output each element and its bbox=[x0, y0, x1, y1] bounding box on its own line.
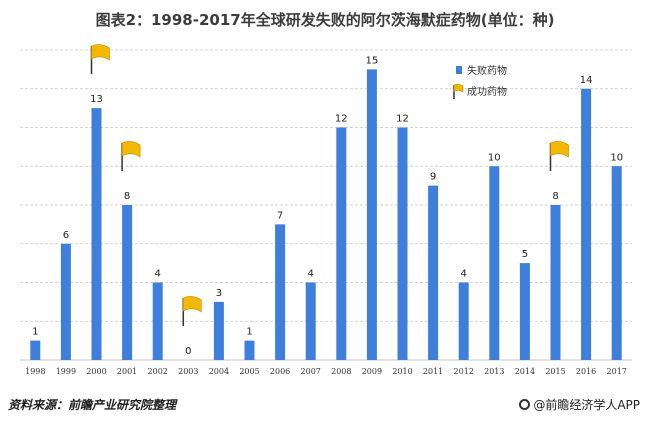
data-label: 4 bbox=[155, 269, 161, 280]
data-label: 3 bbox=[216, 288, 222, 299]
bar bbox=[397, 127, 408, 360]
x-tick-label: 2008 bbox=[331, 367, 351, 376]
flag-icon bbox=[453, 83, 464, 99]
flag-icon bbox=[121, 141, 141, 171]
data-label: 5 bbox=[522, 249, 528, 260]
data-label: 8 bbox=[124, 191, 130, 202]
data-label: 1 bbox=[246, 327, 252, 338]
bar bbox=[152, 282, 163, 360]
x-tick-label: 2004 bbox=[209, 367, 229, 376]
bar bbox=[428, 185, 439, 360]
legend-label-success: 成功药物 bbox=[467, 85, 507, 98]
legend-swatch-failed bbox=[456, 66, 462, 74]
bar bbox=[458, 282, 469, 360]
flag-icon bbox=[182, 296, 202, 326]
x-tick-label: 2013 bbox=[484, 367, 504, 376]
data-label: 10 bbox=[488, 152, 501, 163]
bar bbox=[244, 340, 255, 360]
x-tick-label: 2011 bbox=[423, 367, 443, 376]
bar bbox=[30, 340, 41, 360]
bar bbox=[91, 108, 102, 360]
bar bbox=[336, 127, 347, 360]
brand-logo-icon bbox=[519, 399, 531, 410]
x-tick-label: 2001 bbox=[117, 367, 137, 376]
bar bbox=[213, 301, 224, 360]
data-label: 12 bbox=[335, 114, 348, 125]
data-label: 14 bbox=[580, 75, 593, 86]
success-flags bbox=[90, 44, 569, 326]
x-tick-label: 2012 bbox=[454, 367, 474, 376]
x-tick-label: 2003 bbox=[178, 367, 198, 376]
x-tick-labels: 1998 1999 2000 2001 2002 2003 2004 2005 2006 2007… bbox=[25, 367, 627, 376]
brand-credit: @前瞻经济学人APP bbox=[519, 396, 640, 413]
x-tick-label: 2000 bbox=[86, 367, 106, 376]
legend: 失败药物 成功药物 bbox=[453, 64, 507, 99]
x-tick-label: 1998 bbox=[25, 367, 45, 376]
data-label: 4 bbox=[308, 269, 314, 280]
chart-title: 图表2：1998-2017年全球研发失败的阿尔茨海默症药物(单位：种) bbox=[95, 11, 555, 29]
bar bbox=[275, 224, 286, 360]
data-label: 15 bbox=[366, 55, 379, 66]
legend-flag-icon bbox=[453, 83, 464, 99]
data-label: 6 bbox=[63, 230, 69, 241]
bars bbox=[30, 69, 622, 360]
data-label: 13 bbox=[90, 94, 103, 105]
bar bbox=[611, 166, 622, 360]
data-labels: 1 6 13 8 4 0 3 1 7 4 12 15 12 9 4 10 5 8 14 10 bbox=[32, 55, 623, 357]
bar bbox=[519, 263, 530, 360]
bar bbox=[366, 69, 377, 360]
x-tick-label: 2002 bbox=[148, 367, 168, 376]
bar bbox=[305, 282, 316, 360]
data-label: 10 bbox=[610, 152, 623, 163]
legend-label-failed: 失败药物 bbox=[467, 64, 507, 77]
bar bbox=[122, 205, 133, 360]
flag-icon bbox=[549, 141, 569, 171]
x-tick-label: 2009 bbox=[362, 367, 382, 376]
data-label: 9 bbox=[430, 172, 436, 183]
data-label: 0 bbox=[185, 346, 191, 357]
x-tick-label: 2010 bbox=[392, 367, 412, 376]
x-tick-label: 2006 bbox=[270, 367, 290, 376]
data-label: 1 bbox=[32, 327, 38, 338]
bar bbox=[581, 88, 592, 360]
x-tick-label: 2014 bbox=[515, 367, 535, 376]
data-label: 12 bbox=[396, 114, 409, 125]
data-label: 8 bbox=[552, 191, 558, 202]
bar bbox=[550, 205, 561, 360]
bar bbox=[489, 166, 500, 360]
x-tick-label: 2007 bbox=[301, 367, 321, 376]
bar bbox=[60, 243, 71, 360]
x-tick-label: 2016 bbox=[576, 367, 596, 376]
data-label: 4 bbox=[461, 269, 467, 280]
data-label: 7 bbox=[277, 210, 283, 221]
brand-text: @前瞻经济学人APP bbox=[533, 398, 640, 412]
x-tick-label: 1999 bbox=[56, 367, 76, 376]
flag-icon bbox=[90, 44, 110, 75]
source-note: 资料来源：前瞻产业研究院整理 bbox=[8, 398, 177, 412]
x-tick-label: 2017 bbox=[607, 367, 627, 376]
gridlines bbox=[20, 49, 632, 361]
x-tick-label: 2015 bbox=[545, 367, 565, 376]
x-tick-label: 2005 bbox=[239, 367, 259, 376]
